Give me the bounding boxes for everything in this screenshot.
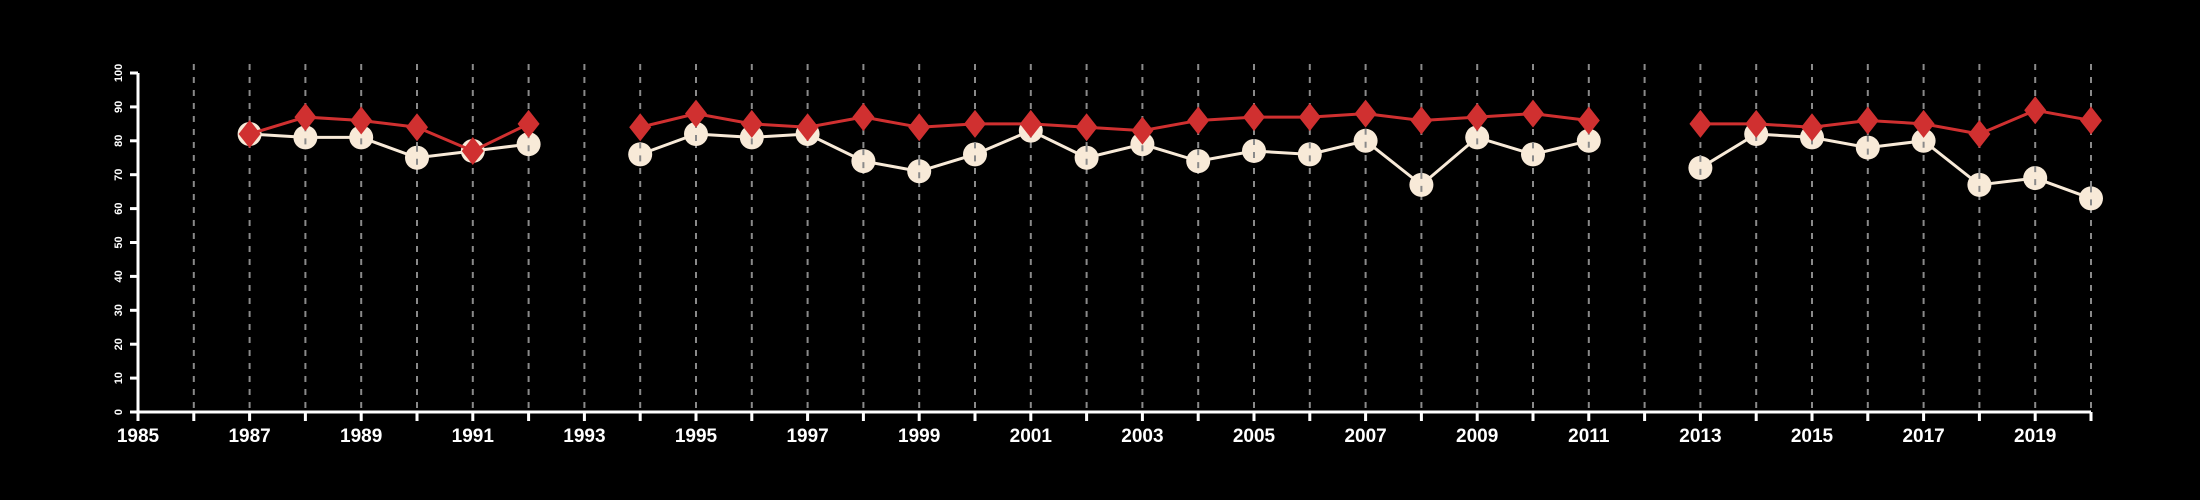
- y-tick-label: 20: [113, 338, 125, 350]
- x-tick-label: 1999: [898, 426, 940, 447]
- cream-circle-point: [684, 122, 708, 147]
- red-diamond-point: [740, 109, 763, 138]
- red-diamond-point: [964, 109, 986, 138]
- x-tick-label: 2009: [1456, 426, 1498, 447]
- y-tick-label: 30: [113, 304, 125, 316]
- red-diamond-point: [1019, 109, 1042, 138]
- red-diamond-point: [2080, 106, 2102, 135]
- cream-circle-point: [963, 142, 987, 167]
- cream-circle-point: [1297, 142, 1322, 167]
- cream-circle-point: [907, 159, 932, 184]
- red-diamond-point: [1187, 106, 1210, 135]
- red-diamond-point: [1075, 113, 1098, 142]
- cream-circle-line: [639, 128, 1590, 187]
- red-diamond-point: [1801, 113, 1823, 142]
- x-tick-label: 1991: [452, 426, 495, 447]
- cream-circle-point: [293, 125, 318, 150]
- red-diamond-point: [1131, 116, 1154, 145]
- cream-circle-point: [1074, 145, 1099, 170]
- x-tick-label: 2007: [1344, 426, 1386, 447]
- y-tick-label: 90: [113, 101, 125, 113]
- red-diamond-point: [1968, 120, 1991, 149]
- grid-lines: [192, 64, 2092, 412]
- axes: 1985 1987 1989 1991 1993 1995 1997 1999 2001 2003…: [113, 64, 2093, 447]
- x-tick-label: 2011: [1568, 426, 1610, 447]
- red-diamond-point: [1354, 99, 1377, 128]
- red-diamond-point: [517, 109, 540, 138]
- red-diamond-point: [294, 103, 317, 132]
- red-diamond-line: [639, 112, 1589, 133]
- red-diamond-point: [1466, 103, 1489, 132]
- red-diamond-point: [1745, 109, 1768, 138]
- x-tick-label: 2017: [1902, 426, 1944, 447]
- cream-circle-point: [1855, 135, 1880, 160]
- cream-circle-point: [2079, 186, 2103, 211]
- red-diamond-point: [1912, 109, 1935, 138]
- x-tick-label: 1995: [675, 426, 718, 447]
- x-tick-label: 2015: [1791, 426, 1834, 447]
- cream-circle-point: [1409, 172, 1434, 197]
- cream-circle-point: [349, 125, 374, 150]
- x-tick-label: 2013: [1679, 426, 1721, 447]
- series-layer: [237, 96, 2103, 211]
- red-diamond-point: [796, 113, 819, 142]
- cream-circle-point: [1688, 155, 1713, 180]
- y-tick-label: 70: [113, 169, 125, 181]
- x-tick-label: 1989: [340, 426, 382, 447]
- red-diamond-point: [406, 113, 428, 142]
- x-tick-label: 1993: [563, 426, 605, 447]
- red-diamond-point: [350, 106, 373, 135]
- cream-circle-point: [1242, 138, 1266, 163]
- red-diamond-point: [1298, 103, 1321, 132]
- x-tick-label: 2003: [1121, 426, 1163, 447]
- y-tick-label: 80: [113, 135, 125, 147]
- y-tick-label: 40: [113, 270, 125, 282]
- red-diamond-point: [461, 136, 484, 165]
- cream-circle-point: [405, 145, 429, 170]
- cream-circle-point: [1576, 128, 1601, 153]
- x-tick-label: 1987: [228, 426, 270, 447]
- red-diamond-line: [249, 115, 530, 153]
- cream-circle-line: [249, 132, 529, 160]
- red-diamond-point: [1689, 109, 1712, 138]
- x-tick-label: 2019: [2014, 426, 2056, 447]
- red-diamond-point: [238, 120, 261, 149]
- cream-circle-point: [1465, 125, 1490, 150]
- cream-circle-point: [628, 142, 653, 167]
- y-tick-label: 50: [113, 236, 125, 248]
- cream-circle-point: [2023, 166, 2048, 191]
- y-tick-label: 100: [113, 64, 125, 82]
- red-diamond-point: [2024, 96, 2047, 125]
- red-diamond-point: [908, 113, 931, 142]
- x-tick-label: 2005: [1233, 426, 1276, 447]
- y-tick-label: 60: [113, 202, 125, 214]
- x-tick-label: 1997: [786, 426, 828, 447]
- x-tick-label: 1985: [117, 426, 160, 447]
- x-tick-label: 2001: [1010, 426, 1053, 447]
- red-diamond-point: [1522, 99, 1544, 128]
- cream-circle-point: [851, 149, 876, 174]
- red-diamond-point: [685, 99, 707, 128]
- y-tick-label: 0: [113, 409, 125, 415]
- red-diamond-point: [1856, 106, 1879, 135]
- red-diamond-point: [1410, 106, 1433, 135]
- red-diamond-point: [1577, 106, 1600, 135]
- y-tick-label: 10: [113, 372, 125, 384]
- red-diamond-point: [1243, 103, 1265, 132]
- cream-circle-point: [1353, 128, 1378, 153]
- red-diamond-point: [629, 113, 652, 142]
- cream-circle-point: [1521, 142, 1545, 167]
- cream-circle-point: [1186, 149, 1211, 174]
- cream-circle-point: [1911, 128, 1936, 153]
- cream-circle-point: [1967, 172, 1992, 197]
- red-diamond-point: [852, 103, 875, 132]
- cream-circle-point: [516, 132, 541, 157]
